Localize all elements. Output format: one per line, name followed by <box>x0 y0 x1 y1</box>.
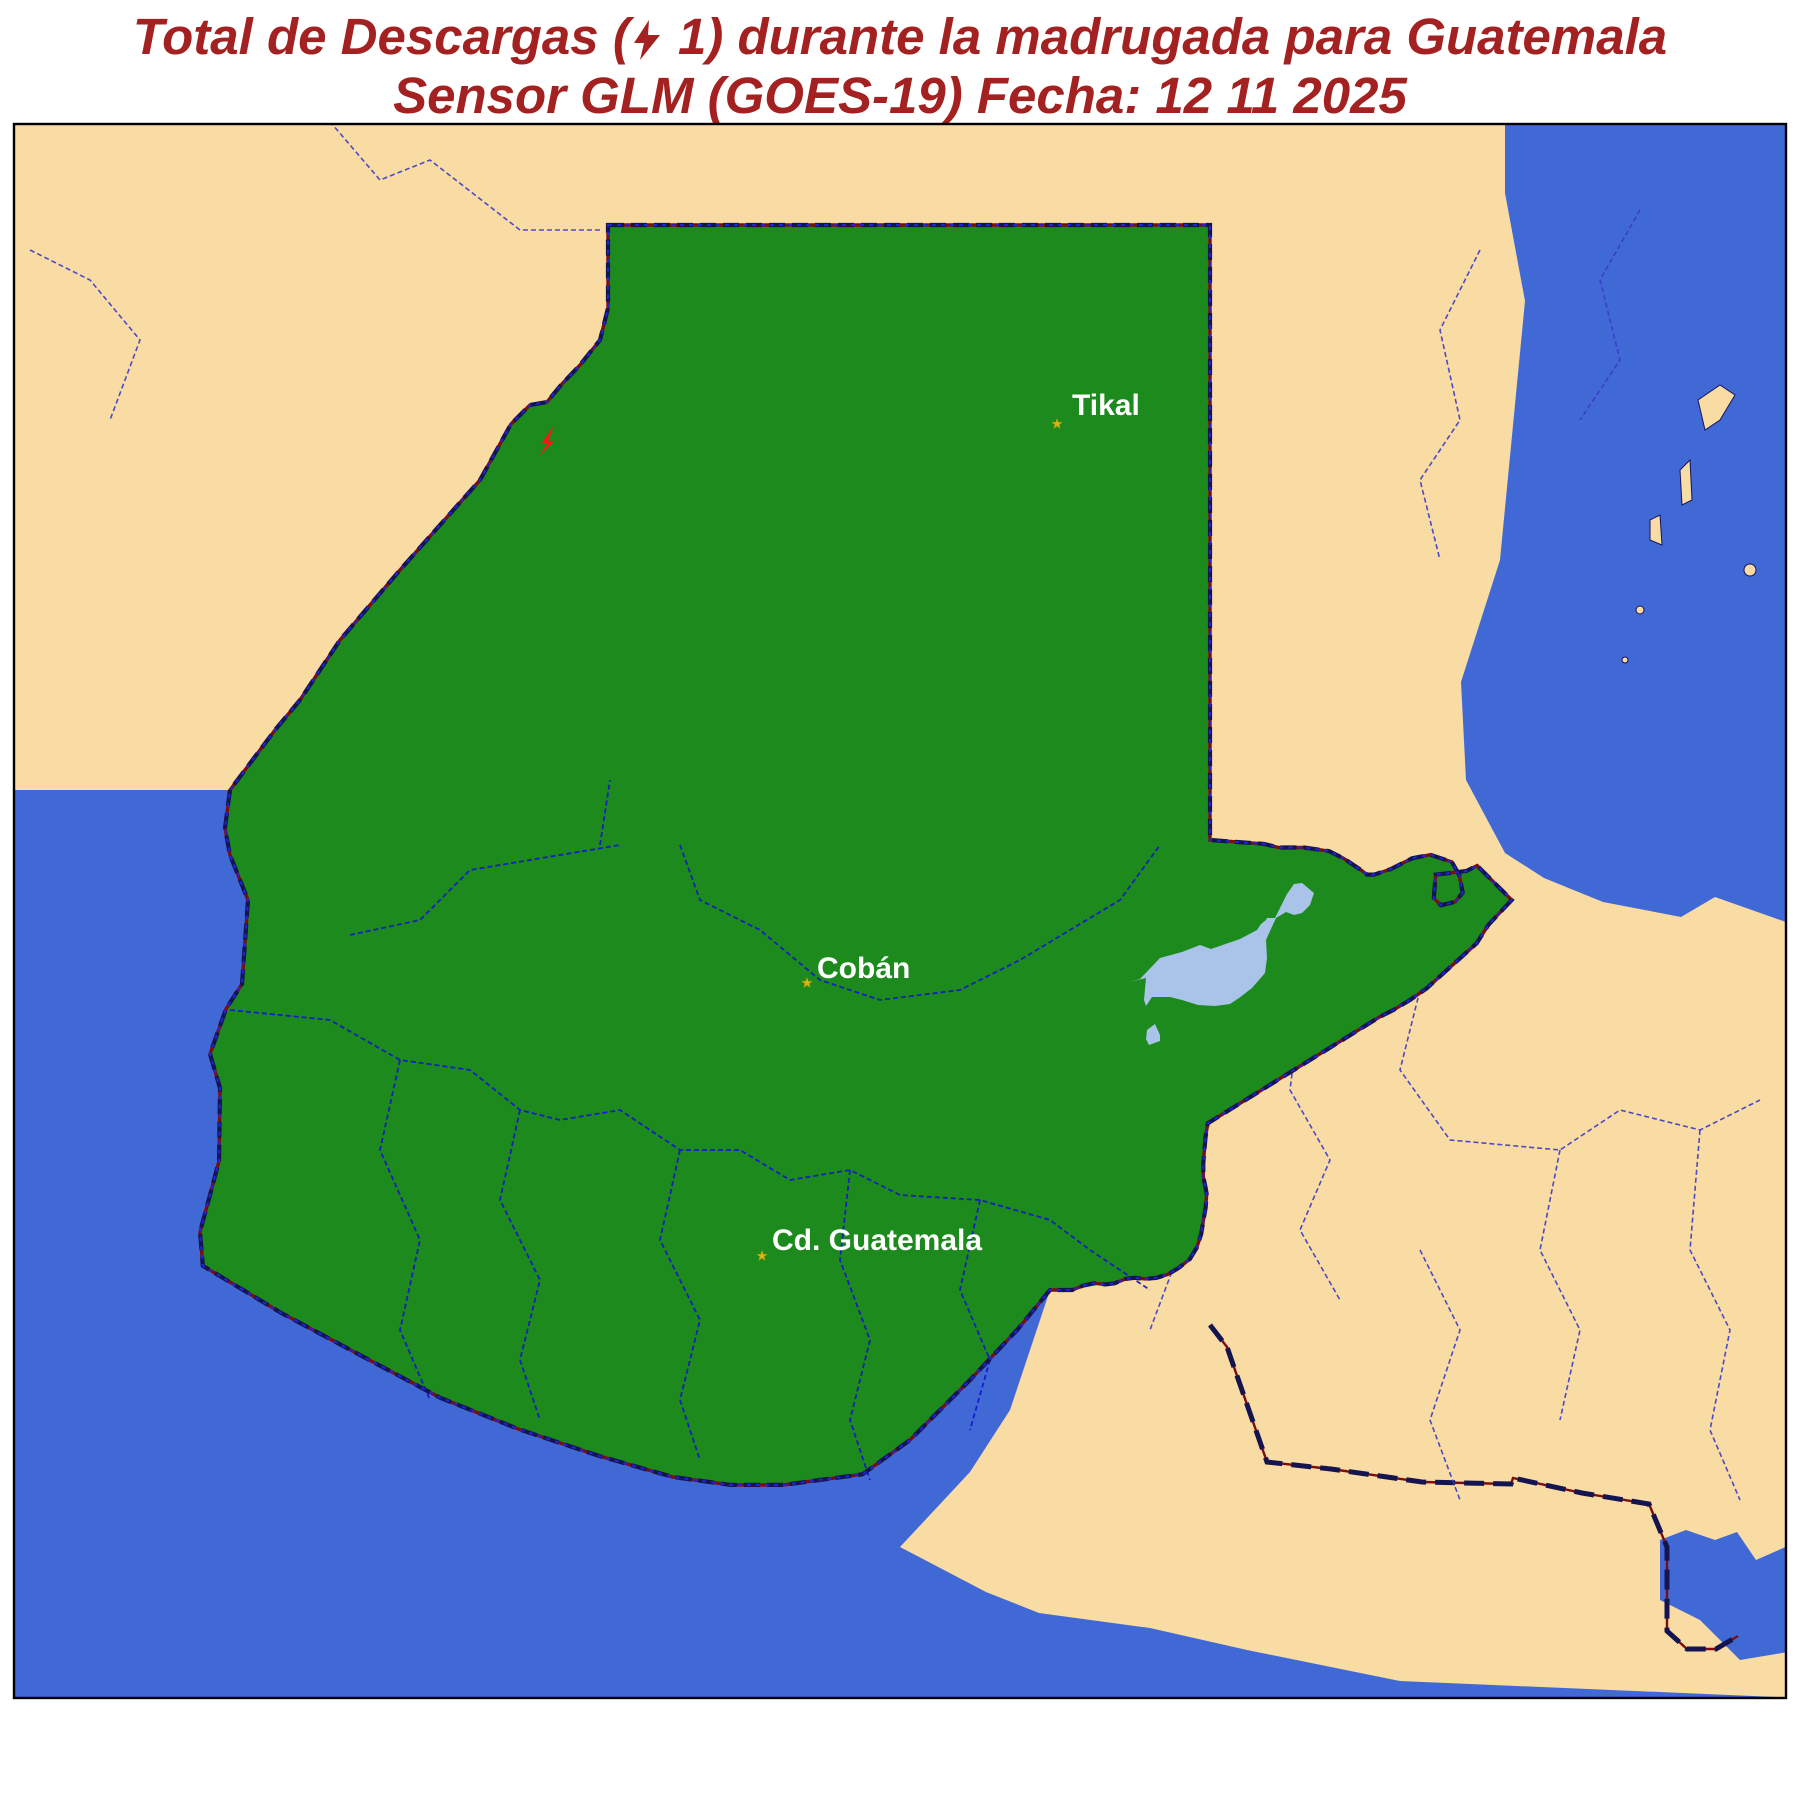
svg-text:Tikal: Tikal <box>1072 389 1140 422</box>
svg-text:Cd. Guatemala: Cd. Guatemala <box>772 1224 982 1257</box>
svg-text:Cobán: Cobán <box>817 952 910 985</box>
